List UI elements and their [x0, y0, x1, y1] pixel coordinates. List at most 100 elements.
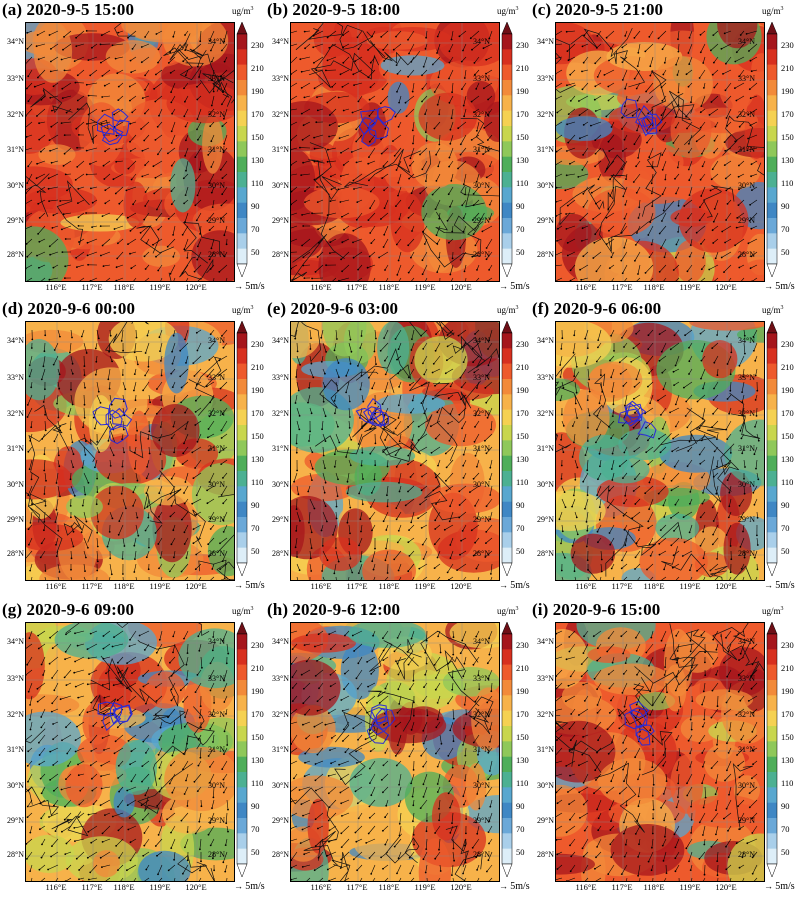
colorbar-segment	[767, 187, 777, 203]
colorbar-segment	[237, 363, 247, 380]
colorbar-tick-label: 190	[781, 685, 794, 696]
colorbar-segment	[237, 425, 247, 441]
arrow-icon: →	[234, 281, 246, 291]
map-panel: (i) 2020-9-6 15:00 34°N 34°N 33°N 33°N 32°N 32…	[530, 600, 795, 900]
colorbar-tick-label: 190	[781, 384, 794, 395]
latitude-label-right: 33°N	[473, 674, 490, 683]
colorbar-unit-text: ug/m	[497, 606, 516, 616]
latitude-label: 33°N	[7, 674, 24, 683]
latitude-label-right: 28°N	[738, 250, 755, 259]
colorbar-segment	[767, 440, 777, 456]
colorbar-segment	[237, 455, 247, 472]
colorbar-segment	[767, 348, 777, 364]
colorbar-segment	[767, 695, 777, 711]
colorbar-tick-label: 90	[516, 800, 525, 811]
colorbar-segment	[237, 95, 247, 111]
colorbar	[236, 622, 248, 878]
latitude-label: 34°N	[7, 37, 24, 46]
longitude-label: 118°E	[643, 282, 665, 292]
colorbar-segment	[237, 501, 247, 518]
colorbar-tick-label: 190	[516, 85, 529, 96]
map-panel: (d) 2020-9-6 00:00 34°N 34°N 33°N 33°N 32°N 32…	[0, 299, 265, 599]
colorbar-segment	[767, 833, 777, 849]
latitude-label-right: 32°N	[473, 409, 490, 418]
latitude-label: 34°N	[272, 637, 289, 646]
latitude-label: 31°N	[537, 444, 554, 453]
colorbar-segment	[767, 649, 777, 665]
colorbar-unit-superscript: 3	[780, 305, 784, 311]
colorbar-segment	[502, 664, 512, 681]
colorbar-segment	[502, 501, 512, 518]
colorbar-unit-superscript: 3	[780, 606, 784, 612]
colorbar-tick-label: 210	[781, 62, 794, 73]
longitude-label: 119°E	[149, 882, 171, 892]
latitude-label-right: 32°N	[738, 110, 755, 119]
latitude-label: 30°N	[537, 480, 554, 489]
colorbar-segment	[237, 202, 247, 219]
colorbar-segment	[767, 409, 777, 426]
colorbar-bottom-extension	[501, 863, 513, 878]
colorbar-tick-label: 50	[516, 246, 525, 257]
longitude-label: 117°E	[611, 282, 633, 292]
wind-vector-legend-label: 5m/s	[510, 881, 530, 892]
colorbar-tick-label: 90	[781, 499, 790, 510]
latitude-label-right: 31°N	[738, 745, 755, 754]
panel-title: (d) 2020-9-6 00:00	[2, 299, 136, 318]
latitude-label-right: 32°N	[208, 409, 225, 418]
colorbar-segment	[237, 440, 247, 456]
longitude-label: 119°E	[149, 282, 171, 292]
colorbar-tick-label: 150	[781, 430, 794, 441]
latitude-label: 30°N	[7, 480, 24, 489]
colorbar-segment	[237, 126, 247, 142]
arrow-icon: →	[499, 881, 511, 891]
colorbar-segment	[502, 233, 512, 249]
colorbar-tick-label: 210	[251, 662, 264, 673]
latitude-label: 33°N	[272, 373, 289, 382]
colorbar-segment	[502, 547, 512, 564]
latitude-label-right: 30°N	[473, 781, 490, 790]
colorbar-segment	[502, 95, 512, 111]
colorbar-segment	[767, 787, 777, 803]
colorbar-segment	[502, 680, 512, 696]
colorbar-segment	[767, 726, 777, 742]
colorbar-unit-superscript: 3	[780, 6, 784, 12]
colorbar-bottom-extension	[766, 263, 778, 278]
colorbar-tick-label: 50	[251, 246, 260, 257]
longitude-label: 120°E	[450, 581, 472, 591]
colorbar-tick-label: 130	[516, 754, 529, 765]
colorbar-segment	[767, 710, 777, 727]
colorbar-top-extension	[236, 321, 248, 334]
latitude-label: 34°N	[537, 336, 554, 345]
colorbar-tick-label: 90	[516, 499, 525, 510]
latitude-label-right: 34°N	[738, 637, 755, 646]
latitude-label: 30°N	[537, 781, 554, 790]
latitude-label: 33°N	[537, 373, 554, 382]
latitude-label-right: 34°N	[473, 637, 490, 646]
colorbar-segment	[767, 126, 777, 142]
colorbar-segment	[237, 664, 247, 681]
wind-vector-legend-label: 5m/s	[510, 580, 530, 591]
latitude-label-right: 34°N	[208, 37, 225, 46]
latitude-label-right: 31°N	[208, 745, 225, 754]
latitude-label: 28°N	[272, 850, 289, 859]
colorbar-top-extension	[766, 622, 778, 635]
arrow-icon: →	[234, 580, 246, 590]
colorbar-tick-label: 110	[516, 476, 529, 487]
colorbar-tick-label: 50	[781, 545, 790, 556]
colorbar-segment	[502, 695, 512, 711]
map-panel: (f) 2020-9-6 06:00 34°N 34°N 33°N 33°N 32°N 32…	[530, 299, 795, 599]
latitude-label-right: 33°N	[738, 74, 755, 83]
longitude-label: 117°E	[346, 282, 368, 292]
latitude-label-right: 30°N	[738, 781, 755, 790]
colorbar-segment	[767, 248, 777, 265]
latitude-label-right: 30°N	[473, 480, 490, 489]
latitude-label-right: 34°N	[208, 336, 225, 345]
colorbar-segment	[237, 710, 247, 727]
colorbar-segment	[767, 363, 777, 380]
colorbar-segment	[767, 664, 777, 681]
latitude-label-right: 34°N	[473, 37, 490, 46]
latitude-label-right: 30°N	[208, 781, 225, 790]
colorbar-tick-label: 150	[516, 731, 529, 742]
panel-title: (b) 2020-9-5 18:00	[267, 0, 401, 19]
colorbar-segment	[767, 547, 777, 564]
